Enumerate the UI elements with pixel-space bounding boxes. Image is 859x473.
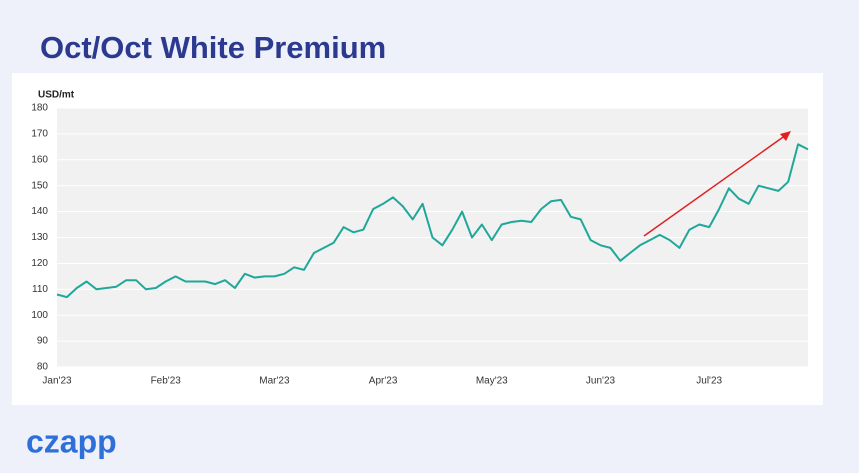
line-series (56, 143, 809, 299)
chart-title: Oct/Oct White Premium (40, 30, 386, 65)
y-tick-label: 90 (37, 336, 49, 347)
y-tick-label: 110 (32, 284, 48, 295)
y-tick-label: 100 (31, 310, 48, 321)
y-tick-label: 140 (31, 206, 48, 217)
x-tick-label: Jul'23 (696, 376, 722, 387)
arrow-head (780, 131, 791, 141)
y-tick-label: 160 (31, 154, 48, 165)
x-tick-label: May'23 (476, 376, 508, 387)
y-axis-label: USD/mt (38, 90, 75, 101)
trend-arrow (643, 134, 787, 237)
brand-logo: czapp (26, 423, 117, 459)
y-tick-label: 120 (31, 258, 48, 269)
y-tick-label: 80 (37, 362, 49, 373)
x-tick-label: Feb'23 (151, 376, 182, 387)
y-tick-label: 130 (31, 232, 48, 243)
x-tick-label: Mar'23 (259, 376, 290, 387)
x-tick-label: Jun'23 (586, 376, 616, 387)
y-tick-label: 180 (31, 103, 48, 114)
x-tick-label: Jan'23 (42, 376, 72, 387)
y-tick-label: 170 (31, 129, 48, 140)
y-tick-label: 150 (31, 180, 48, 191)
plot: 80 90 100 110 120 130 140 150 160 170 180 Jan'23 Feb… (31, 103, 809, 387)
x-tick-label: Apr'23 (369, 376, 398, 387)
